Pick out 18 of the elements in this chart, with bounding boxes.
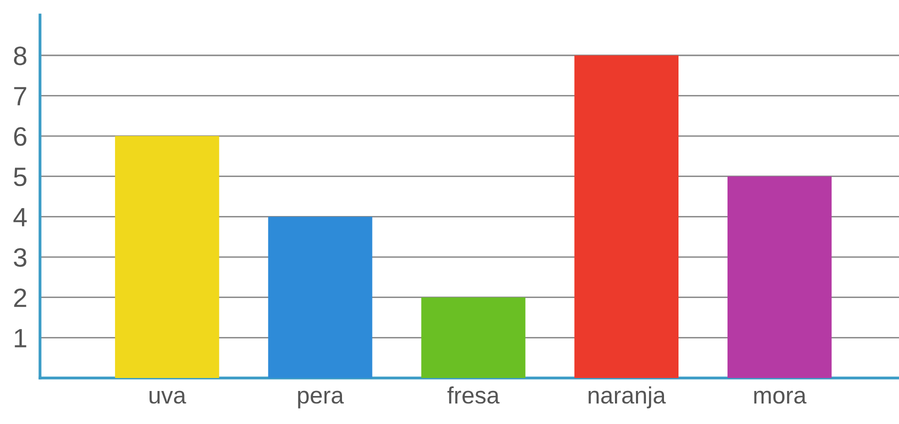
x-tick-label: naranja bbox=[588, 386, 666, 408]
y-tick-label: 7 bbox=[14, 87, 26, 106]
bar bbox=[574, 55, 679, 378]
x-tick-label: pera bbox=[298, 390, 344, 408]
y-tick-label: 6 bbox=[14, 127, 26, 146]
bar bbox=[728, 176, 832, 378]
y-tick-label: 4 bbox=[13, 208, 27, 226]
y-tick-label: 5 bbox=[14, 168, 26, 186]
bar bbox=[268, 216, 372, 378]
x-tick-label: mora bbox=[754, 390, 806, 404]
x-tick-label: fresa bbox=[447, 386, 500, 404]
bar bbox=[115, 136, 220, 378]
y-tick-label: 8 bbox=[14, 46, 26, 66]
bar bbox=[421, 297, 526, 378]
x-tick-label: uva bbox=[150, 390, 186, 404]
y-tick-label: 1 bbox=[14, 329, 26, 348]
y-tick-label: 3 bbox=[14, 248, 26, 267]
y-tick-label: 2 bbox=[14, 288, 26, 307]
